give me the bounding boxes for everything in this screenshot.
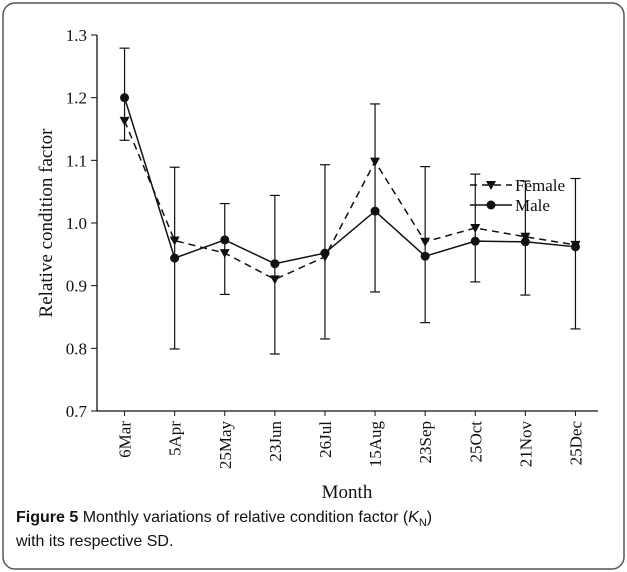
point (269, 275, 280, 285)
caption-text: Monthly variations of relative condition… (83, 509, 409, 526)
x-tick-label: 23Sep (416, 421, 435, 464)
y-tick-label: 1.0 (66, 214, 87, 233)
x-tick-label: 21Nov (516, 421, 535, 468)
x-tick-label: 23Jun (266, 421, 285, 462)
point (470, 224, 481, 234)
y-tick-label: 0.7 (66, 402, 88, 421)
legend-label: Male (515, 196, 550, 215)
point (320, 248, 330, 258)
caption-symbol: K (408, 509, 420, 526)
x-tick-label: 25Dec (566, 421, 585, 466)
x-tick-label: 15Aug (366, 421, 385, 468)
legend-marker (486, 181, 496, 190)
point (370, 157, 381, 167)
x-axis-title: Month (322, 482, 373, 503)
point (219, 249, 230, 259)
point (520, 237, 530, 247)
y-tick-label: 1.1 (66, 151, 87, 170)
point (420, 251, 430, 261)
point (470, 236, 480, 246)
point (120, 93, 130, 103)
x-tick-label: 6Mar (116, 421, 135, 458)
point (119, 116, 130, 126)
point (570, 242, 580, 252)
point (220, 235, 230, 245)
caption-text: ) (427, 509, 432, 526)
x-tick-label: 25May (216, 421, 235, 470)
x-tick-label: 5Apr (166, 421, 185, 456)
caption-subscript: N (419, 517, 427, 529)
caption-label: Figure 5 (16, 509, 78, 526)
line (123, 97, 576, 265)
point (170, 253, 180, 263)
point (420, 237, 431, 247)
point (520, 232, 531, 242)
legend-marker (486, 200, 496, 210)
x-tick-label: 25Oct (466, 421, 485, 463)
x-tick-label: 26Jul (316, 421, 335, 458)
y-tick-label: 0.9 (66, 277, 87, 296)
legend-label: Female (515, 176, 565, 195)
y-tick-label: 1.3 (66, 26, 87, 45)
y-tick-label: 0.8 (66, 339, 87, 358)
caption-line: with its respective SD. (15, 533, 173, 550)
point (169, 236, 180, 246)
y-axis-title: Relative condition factor (36, 128, 57, 318)
y-tick-label: 1.2 (66, 89, 87, 108)
caption: Figure 5 Monthly variations of relative … (16, 509, 432, 529)
point (270, 259, 280, 269)
point (370, 206, 380, 216)
